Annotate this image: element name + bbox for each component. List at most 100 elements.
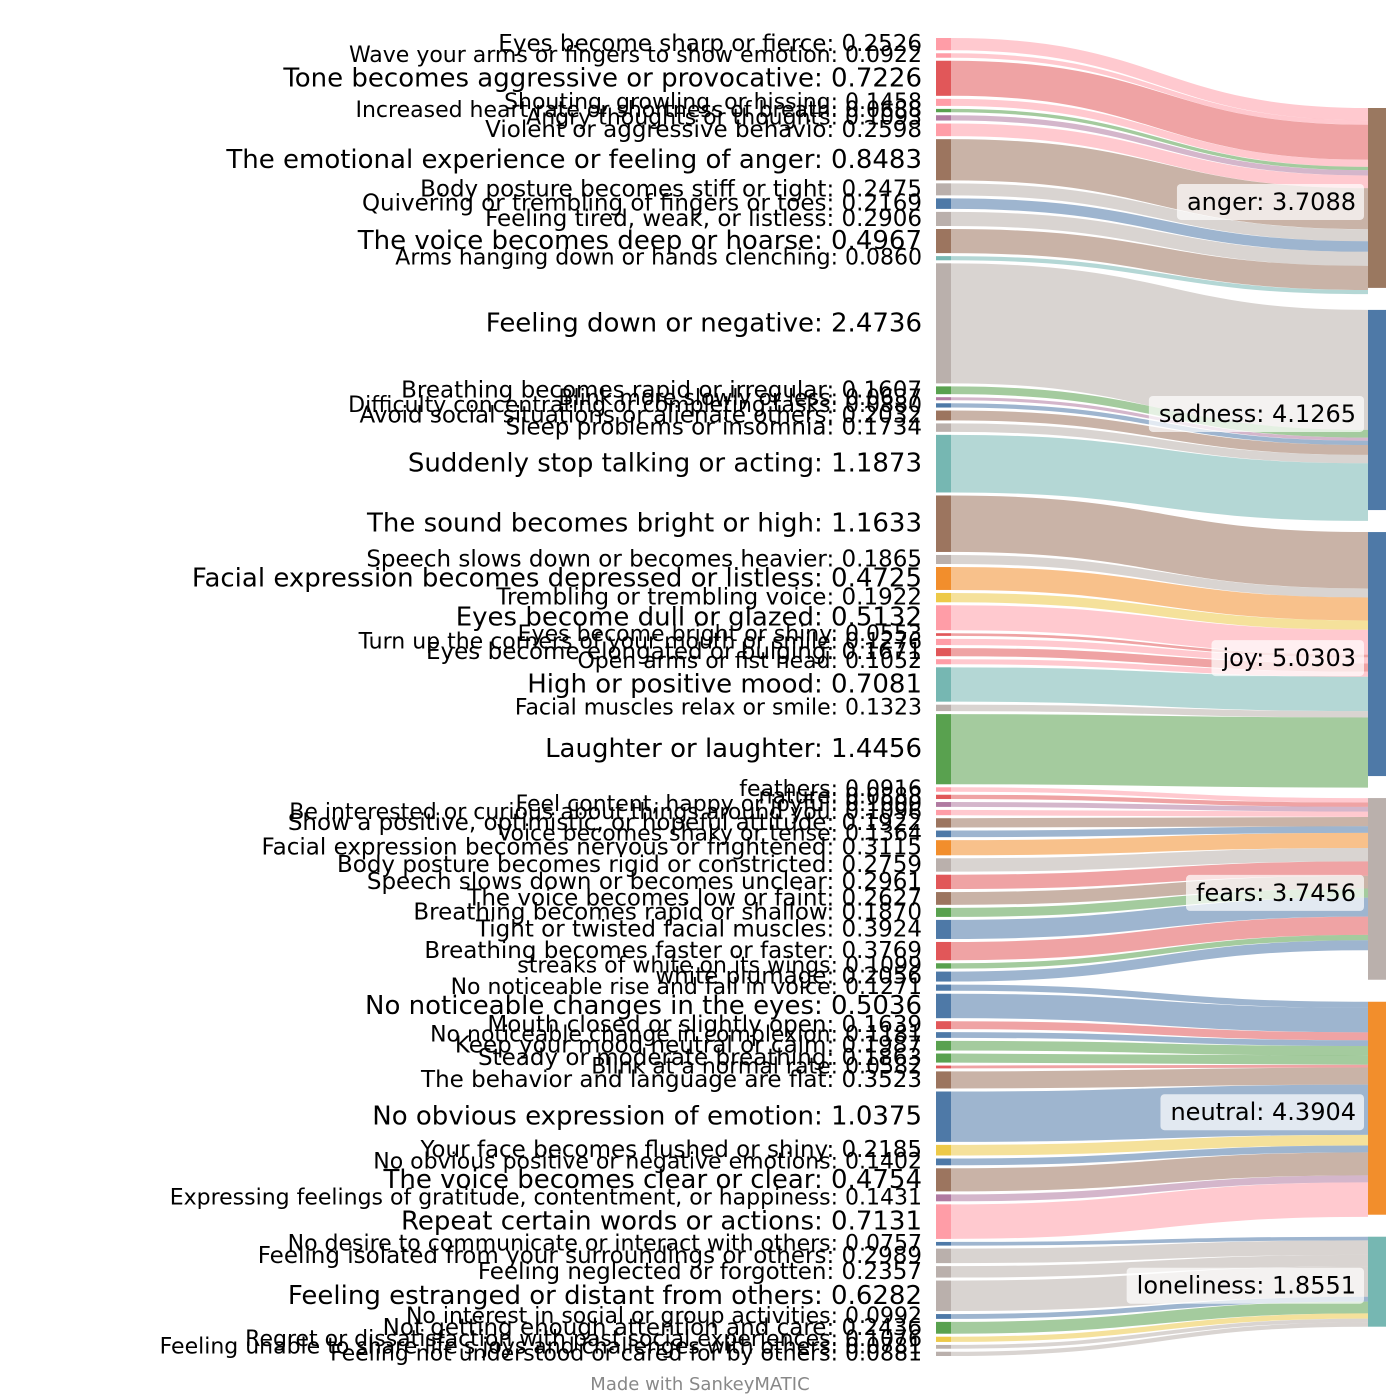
source-node-tight-or-twisted-facial-muscles [936, 919, 951, 939]
source-label-repeat-certain-words-or-actions: Repeat certain words or actions: 0.7131 [401, 1207, 922, 1237]
source-label-avoid-social-situations-or-alienate-others: Avoid social situations or alienate othe… [360, 402, 922, 428]
source-node-no-obvious-expression-of-emotion [936, 1091, 951, 1142]
source-label-shouting-growling-or-hissing: Shouting, growling, or hissing: 0.1458 [504, 90, 922, 115]
source-node-tone-becomes-aggressive-or-provocative [936, 60, 951, 96]
source-label-speech-slows-down-or-becomes-unclear: Speech slows down or becomes unclear: 0.… [367, 869, 922, 895]
flow-link-body-posture-becomes-stiff-or-tight [950, 183, 1369, 242]
source-node-no-noticeable-changes-in-the-eyes [936, 993, 951, 1019]
flow-link-show-a-positive-optimistic-or-hopeful-attitude [950, 816, 1369, 828]
target-node-loneliness [1368, 1236, 1386, 1327]
flow-link-nature [950, 794, 1369, 807]
target-label-box [1126, 1267, 1364, 1304]
flow-link-body-posture-becomes-rigid-or-constricted [950, 848, 1369, 872]
flow-link-feeling-tired-weak-or-listless [950, 211, 1369, 266]
source-node-the-voice-becomes-clear-or-clear [936, 1168, 951, 1192]
flow-link-quivering-or-trembling-of-fingers-or-toes [950, 198, 1369, 252]
source-node-speech-slows-down-or-becomes-heavier [936, 554, 951, 565]
source-node-trembling-or-trembling-voice [936, 592, 951, 603]
source-label-angry-thoughts-or-thoughts: Angry thoughts or thoughts: 0.1093 [526, 105, 922, 130]
source-label-the-behavior-and-language-are-flat: The behavior and language are flat: 0.35… [420, 1067, 922, 1093]
target-label-box [1148, 395, 1364, 432]
source-node-repeat-certain-words-or-actions [936, 1204, 951, 1239]
source-labels: Eyes become sharp or fierce: 0.2526Wave … [160, 31, 922, 1366]
flow-link-shouting-growling-or-hissing [950, 98, 1369, 167]
source-node-speech-slows-down-or-becomes-unclear [936, 874, 951, 890]
source-node-increased-heart-rate-or-shortness-of-breath [936, 108, 951, 113]
flow-link-feeling-down-or-negative [950, 263, 1369, 430]
source-label-the-voice-becomes-low-or-faint: The voice becomes low or faint: 0.2627 [466, 885, 922, 911]
target-label-text: fears: 3.7456 [1196, 879, 1356, 907]
target-label-text: loneliness: 1.8551 [1137, 1272, 1356, 1300]
flow-link-no-noticeable-changes-in-the-eyes [950, 993, 1369, 1033]
source-node-keep-your-mood-neutral-or-calm [936, 1040, 951, 1051]
target-label-box [1176, 183, 1364, 220]
source-label-the-voice-becomes-clear-or-clear: The voice becomes clear or clear: 0.4754 [383, 1165, 922, 1195]
target-node-joy [1368, 532, 1386, 777]
source-label-the-emotional-experience-or-feeling-of-anger: The emotional experience or feeling of a… [225, 145, 922, 175]
source-label-no-noticeable-changes-in-the-eyes: No noticeable changes in the eyes: 0.503… [365, 991, 922, 1021]
flow-link-arms-hanging-down-or-hands-clenching [950, 256, 1369, 295]
source-label-the-sound-becomes-bright-or-high: The sound becomes bright or high: 1.1633 [366, 509, 922, 539]
source-label-high-or-positive-mood: High or positive mood: 0.7081 [527, 669, 922, 699]
flow-link-avoid-social-situations-or-alienate-others [950, 410, 1369, 455]
source-node-violent-or-aggressive-behavio [936, 123, 951, 137]
target-label-text: anger: 3.7088 [1187, 188, 1356, 216]
source-node-suddenly-stop-talking-or-acting [936, 434, 951, 493]
flow-link-the-behavior-and-language-are-flat [950, 1067, 1369, 1089]
source-label-feeling-estranged-or-distant-from-others: Feeling estranged or distant from others… [288, 1281, 922, 1311]
source-label-feeling-unable-to-share-life-s-joys-and-challenges-with-others: Feeling unable to share life's joys and … [160, 1334, 922, 1359]
source-node-feeling-isolated-from-your-surroundings-or-others [936, 1248, 951, 1264]
source-node-sleep-problems-or-insomnia [936, 423, 951, 432]
source-label-steady-or-moderate-breathing: Steady or moderate breathing: 0.1863 [478, 1045, 922, 1071]
flow-link-voice-becomes-shaky-or-tense [950, 826, 1369, 838]
flow-link-sleep-problems-or-insomnia [950, 423, 1369, 464]
flow-link-be-interested-or-curious-about-things-around-you [950, 809, 1369, 817]
source-label-body-posture-becomes-stiff-or-tight: Body posture becomes stiff or tight: 0.2… [420, 176, 922, 202]
source-node-facial-expression-becomes-depressed-or-listless [936, 567, 951, 590]
target-node-anger [1368, 108, 1386, 288]
source-label-no-obvious-expression-of-emotion: No obvious expression of emotion: 1.0375 [372, 1102, 922, 1132]
target-label-box [1186, 874, 1364, 911]
source-node-the-sound-becomes-bright-or-high [936, 495, 951, 552]
target-label-sadness: sadness: 4.1265 [1148, 395, 1364, 432]
source-node-blink-at-a-normal-rate [936, 1065, 951, 1069]
flow-link-increased-heart-rate-or-shortness-of-breath [950, 108, 1369, 171]
source-label-body-posture-becomes-rigid-or-constricted: Body posture becomes rigid or constricte… [337, 852, 922, 878]
flow-link-regret-or-dissatisfaction-with-past-social-experiences [950, 1313, 1369, 1342]
source-label-no-noticeable-change-in-complexion: No noticeable change in complexion: 0.11… [430, 1023, 922, 1048]
source-node-the-voice-becomes-low-or-faint [936, 892, 951, 905]
flow-link-suddenly-stop-talking-or-acting [950, 434, 1369, 521]
source-label-regret-or-dissatisfaction-with-past-social-experiences: Regret or dissatisfaction with past soci… [245, 1327, 922, 1352]
source-node-regret-or-dissatisfaction-with-past-social-experiences [936, 1336, 951, 1342]
source-label-wave-your-arms-or-fingers-to-show-emotion: Wave your arms or fingers to show emotio… [349, 43, 922, 68]
flow-link-the-voice-becomes-clear-or-clear [950, 1152, 1369, 1192]
source-node-avoid-social-situations-or-alienate-others [936, 410, 951, 421]
flow-link-feeling-isolated-from-your-surroundings-or-others [950, 1240, 1369, 1264]
flow-link-feeling-neglected-or-forgotten [950, 1254, 1369, 1278]
source-node-arms-hanging-down-or-hands-clenching [936, 256, 951, 261]
source-node-quivering-or-trembling-of-fingers-or-toes [936, 198, 951, 209]
flow-link-repeat-certain-words-or-actions [950, 1182, 1369, 1239]
source-label-breathing-becomes-faster-or-faster: Breathing becomes faster or faster: 0.37… [424, 938, 922, 964]
target-label-anger: anger: 3.7088 [1176, 183, 1364, 220]
flow-link-keep-your-mood-neutral-or-calm [950, 1040, 1369, 1056]
flow-link-expressing-feelings-of-gratitude-contentment-or-happiness [950, 1175, 1369, 1202]
flow-link-feeling-unable-to-share-life-s-joys-and-challenges-with-others [950, 1318, 1369, 1349]
source-node-feeling-unable-to-share-life-s-joys-and-challenges-with-others [936, 1344, 951, 1349]
source-label-feeling-neglected-or-forgotten: Feeling neglected or forgotten: 0.2357 [478, 1259, 922, 1285]
source-label-white-plumage: white plumage: 0.2056 [655, 964, 922, 990]
flow-link-tone-becomes-aggressive-or-provocative [950, 60, 1369, 160]
source-label-feeling-down-or-negative: Feeling down or negative: 2.4736 [486, 308, 922, 338]
source-label-suddenly-stop-talking-or-acting: Suddenly stop talking or acting: 1.1873 [408, 449, 922, 479]
source-label-no-interest-in-social-or-group-activities: No interest in social or group activitie… [406, 1304, 922, 1329]
source-node-feeling-down-or-negative [936, 263, 951, 384]
flow-link-facial-expression-becomes-depressed-or-listless [950, 567, 1369, 621]
source-label-facial-muscles-relax-or-smile: Facial muscles relax or smile: 0.1323 [515, 695, 922, 720]
sankey-links [950, 38, 1369, 1356]
flow-link-steady-or-moderate-breathing [950, 1053, 1369, 1065]
source-node-mouth-closed-or-slightly-open [936, 1021, 951, 1030]
target-label-joy: joy: 5.0303 [1211, 640, 1364, 677]
flow-link-laughter-or-laughter [950, 714, 1369, 788]
flow-link-blink-at-a-normal-rate [950, 1064, 1369, 1069]
source-node-be-interested-or-curious-about-things-around-you [936, 809, 951, 816]
